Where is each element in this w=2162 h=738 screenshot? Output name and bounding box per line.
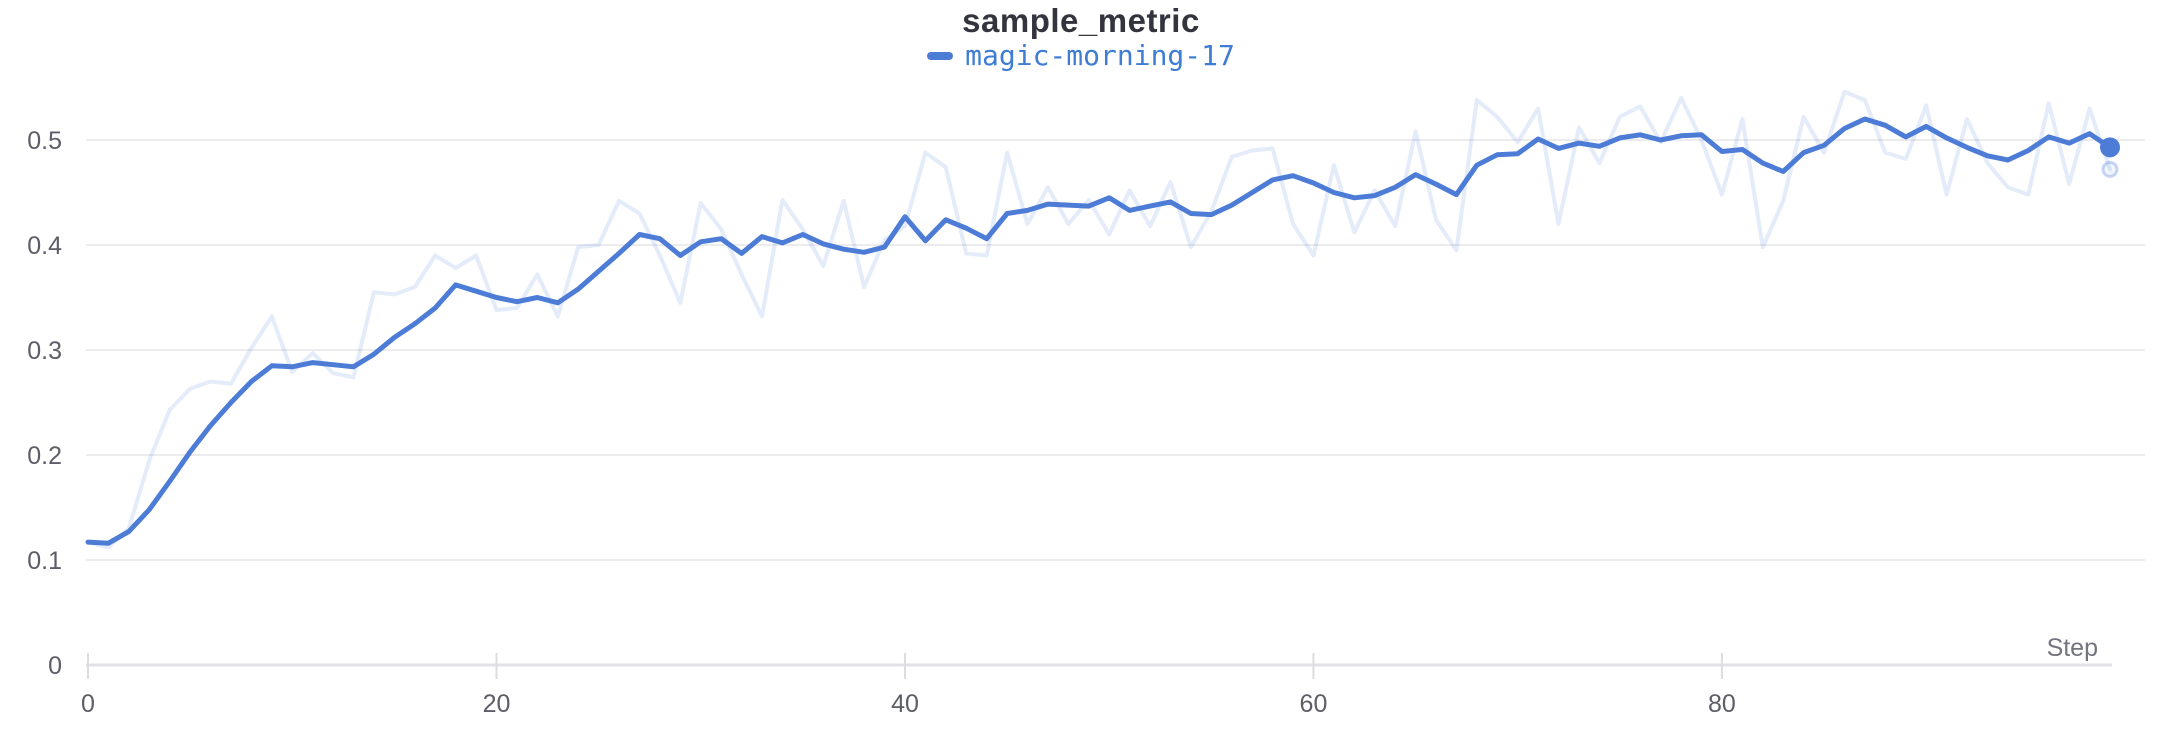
series-line-smoothed[interactable] [85,116,2113,546]
raw-endpoint-ring [2101,160,2119,178]
legend[interactable]: magic-morning-17 [0,42,2162,70]
smoothed-endpoint-dot [2100,137,2120,158]
y-tick-label-0.4: 0.4 [27,232,62,260]
x-axis-label: Step [2047,634,2098,662]
y-tick-label-0.5: 0.5 [27,127,62,155]
x-tick-label-80: 80 [1708,690,1736,718]
chart-title: sample_metric [962,2,1200,39]
legend-line-swatch [927,52,954,60]
y-tick-label-0.1: 0.1 [27,547,62,575]
x-tick-label-20: 20 [483,690,511,718]
x-tick-label-40: 40 [891,690,919,718]
series-line-raw[interactable] [86,89,2112,550]
legend-run-name: magic-morning-17 [965,39,1235,72]
y-tick-label-0.3: 0.3 [27,337,62,365]
y-tick-label-0.2: 0.2 [27,442,62,470]
x-tick-label-60: 60 [1300,690,1328,718]
x-tick-label-0: 0 [81,690,95,718]
y-tick-label-0: 0 [48,652,62,680]
